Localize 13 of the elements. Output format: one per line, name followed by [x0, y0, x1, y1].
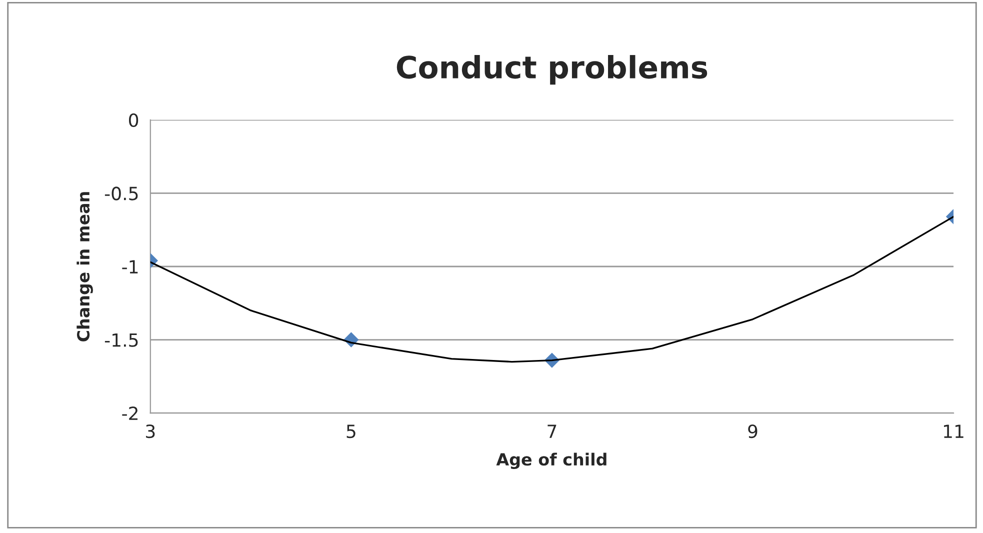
x-axis-title: Age of child [496, 452, 606, 470]
y-tick-label: 0 [128, 113, 138, 128]
x-tick-label: 7 [548, 424, 556, 438]
x-tick-label: 3 [146, 424, 155, 438]
y-tick-label: -1.5 [104, 333, 138, 347]
chart-title: Conduct problems [396, 55, 708, 85]
x-tick-label: 11 [944, 424, 964, 438]
x-tick-label: 9 [748, 424, 758, 438]
y-tick-label: -0.5 [104, 186, 138, 200]
y-tick-label: -1 [122, 260, 138, 274]
y-tick-label: -2 [122, 406, 138, 420]
x-tick-label: 5 [346, 424, 356, 438]
y-axis-title: Change in mean [76, 192, 93, 342]
